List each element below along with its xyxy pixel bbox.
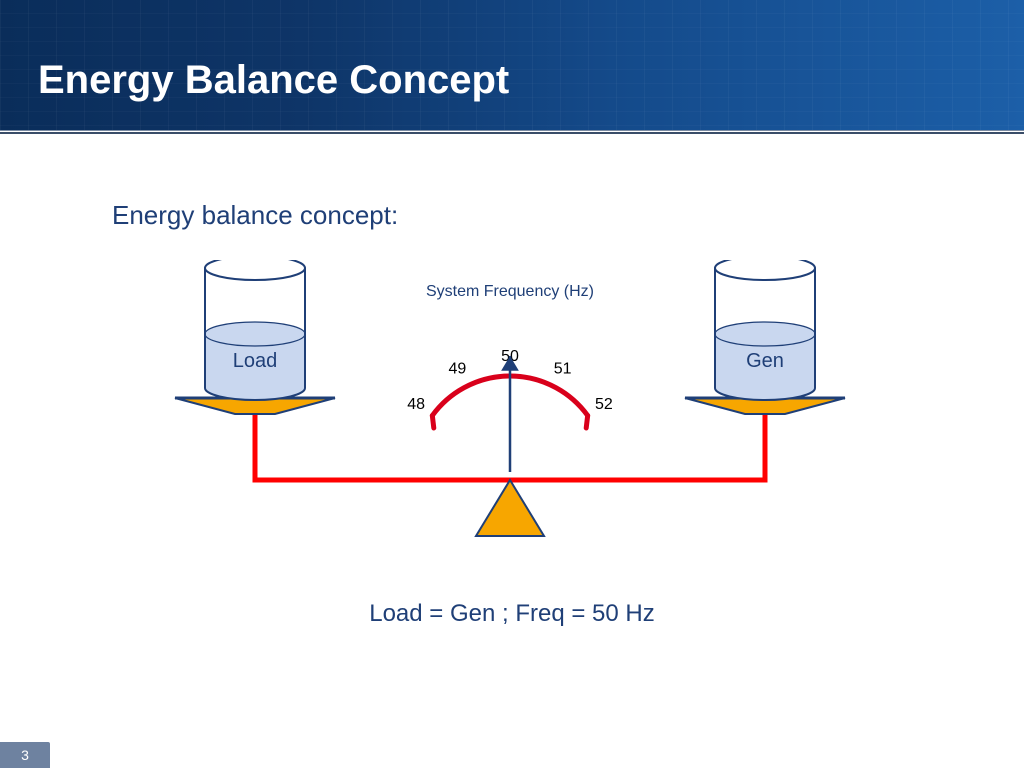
cylinder-label-load: Load xyxy=(233,350,278,372)
gauge-tick-label: 51 xyxy=(554,361,572,378)
gauge-arc-end xyxy=(432,416,433,428)
subheading: Energy balance concept: xyxy=(112,200,398,231)
gauge-tick-label: 49 xyxy=(448,361,466,378)
cylinder-label-gen: Gen xyxy=(746,350,784,372)
balance-diagram: LoadGenSystem Frequency (Hz)4849505152 xyxy=(160,260,860,590)
caption: Load = Gen ; Freq = 50 Hz xyxy=(0,600,1024,628)
slide-title: Energy Balance Concept xyxy=(38,58,509,103)
cylinder-load: Load xyxy=(205,260,305,400)
header-rule xyxy=(0,130,1024,134)
fulcrum xyxy=(476,480,544,536)
cylinder-gen: Gen xyxy=(715,260,815,400)
gauge-title: System Frequency (Hz) xyxy=(426,283,594,300)
slide-header: Energy Balance Concept xyxy=(0,0,1024,130)
slide: Energy Balance Concept Energy balance co… xyxy=(0,0,1024,768)
gauge-arc-end xyxy=(586,416,587,428)
page-number: 3 xyxy=(21,747,29,763)
page-number-badge: 3 xyxy=(0,742,50,768)
gauge-tick-label: 48 xyxy=(407,396,425,413)
balance-svg: LoadGenSystem Frequency (Hz)4849505152 xyxy=(160,260,860,590)
gauge-tick-label: 52 xyxy=(595,396,613,413)
